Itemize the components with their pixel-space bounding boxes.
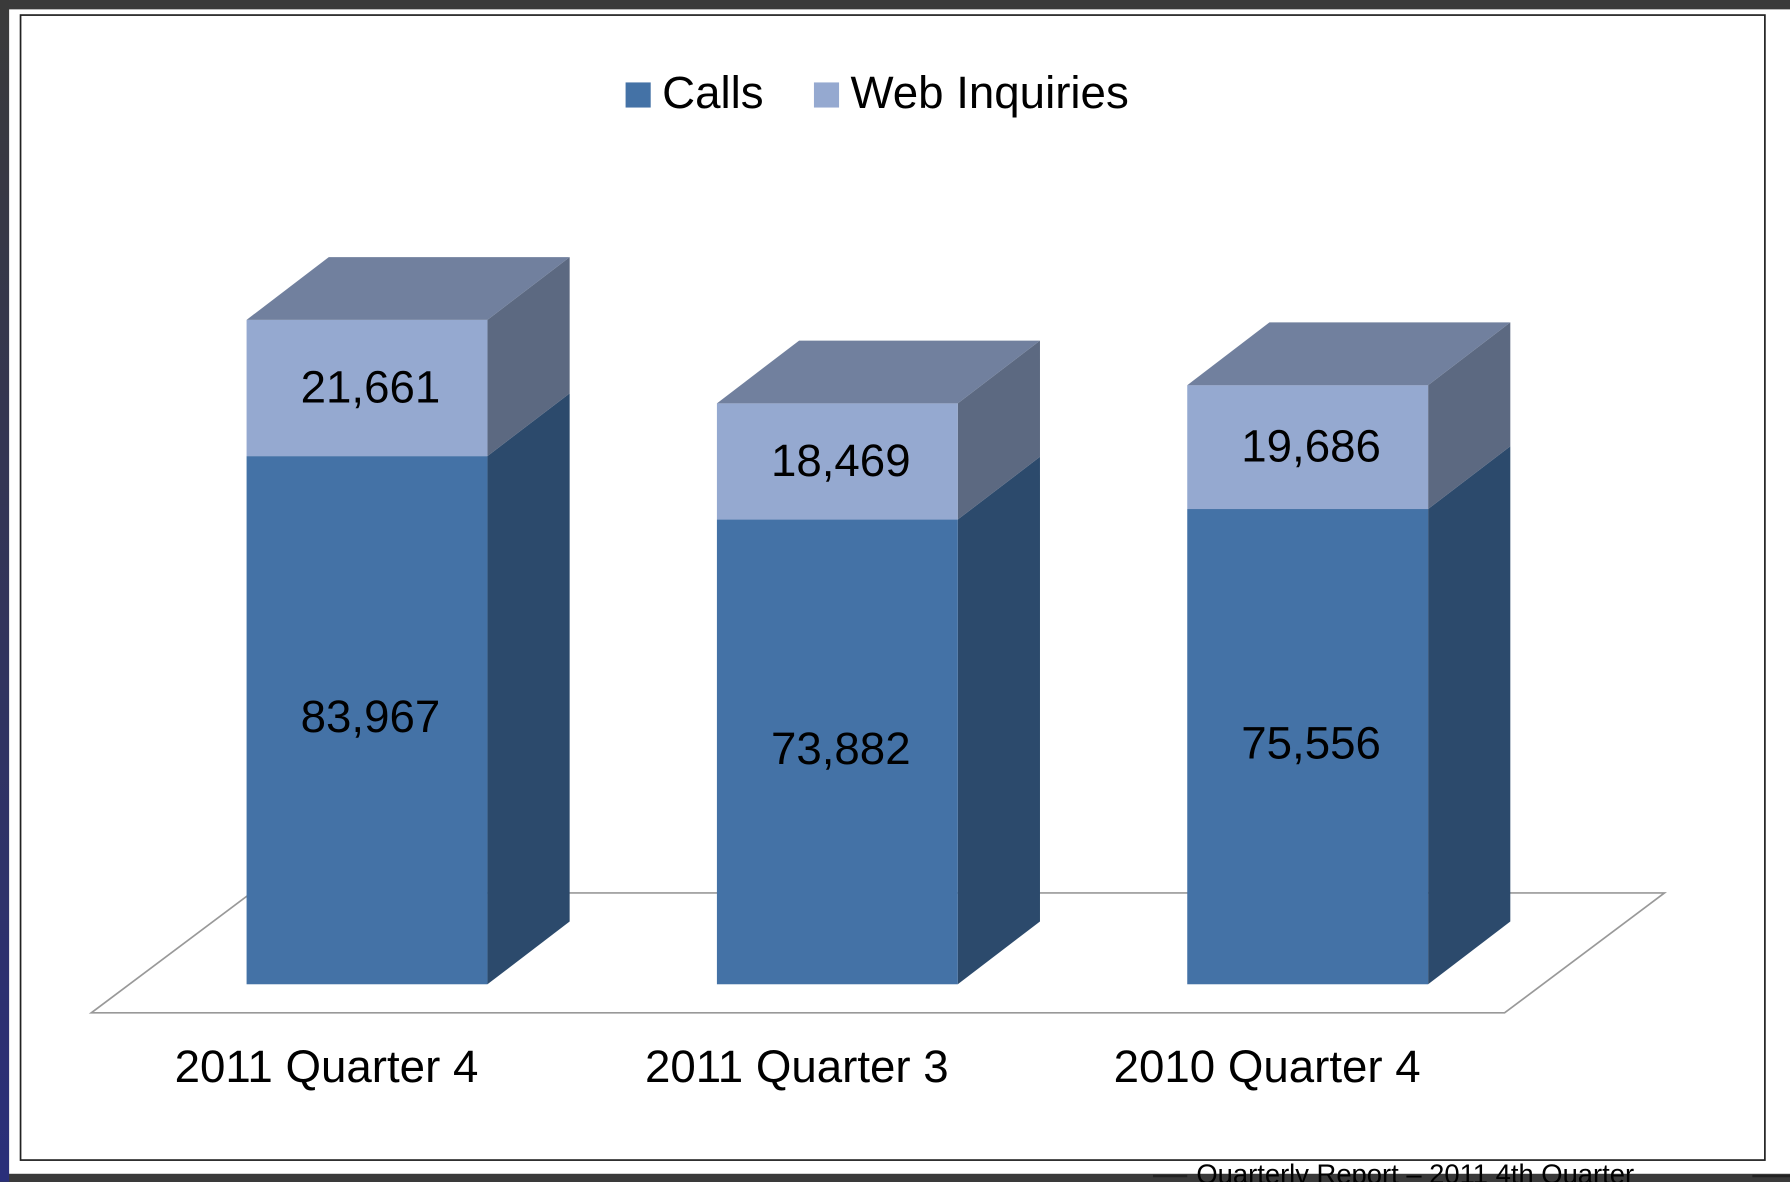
bar-side [1428, 446, 1511, 985]
bar-segment [1187, 509, 1429, 985]
legend-label: Web Inquiries [850, 67, 1128, 118]
x-tick-label: 2011 Quarter 3 [645, 1041, 949, 1092]
bar-side [957, 340, 1040, 520]
legend-label: Calls [662, 67, 763, 118]
x-tick-label: 2010 Quarter 4 [1114, 1041, 1421, 1092]
footer: Quarterly Report – 2011 4th Quarter [1196, 1158, 1634, 1182]
bar-top [1187, 322, 1511, 386]
bar-top [716, 340, 1040, 404]
value-label: 73,882 [771, 723, 911, 774]
bar-segment [1187, 385, 1429, 510]
legend-swatch [813, 82, 840, 108]
bar-side [957, 456, 1040, 985]
bar-top [246, 257, 570, 320]
bar-side [487, 257, 570, 457]
value-label: 21,661 [301, 361, 441, 412]
value-label: 18,469 [771, 435, 911, 486]
value-label: 75,556 [1241, 718, 1381, 769]
bar-segment [716, 403, 958, 520]
bar-segment [246, 319, 488, 457]
left-edge [0, 0, 10, 1182]
bar-side [1428, 322, 1511, 510]
legend-swatch [625, 82, 651, 108]
bar-segment [716, 519, 958, 985]
value-label: 19,686 [1241, 420, 1381, 471]
value-label: 83,967 [301, 691, 441, 742]
x-tick-label: 2011 Quarter 4 [175, 1041, 479, 1092]
bar-side [487, 393, 570, 985]
bar-segment [246, 456, 488, 985]
